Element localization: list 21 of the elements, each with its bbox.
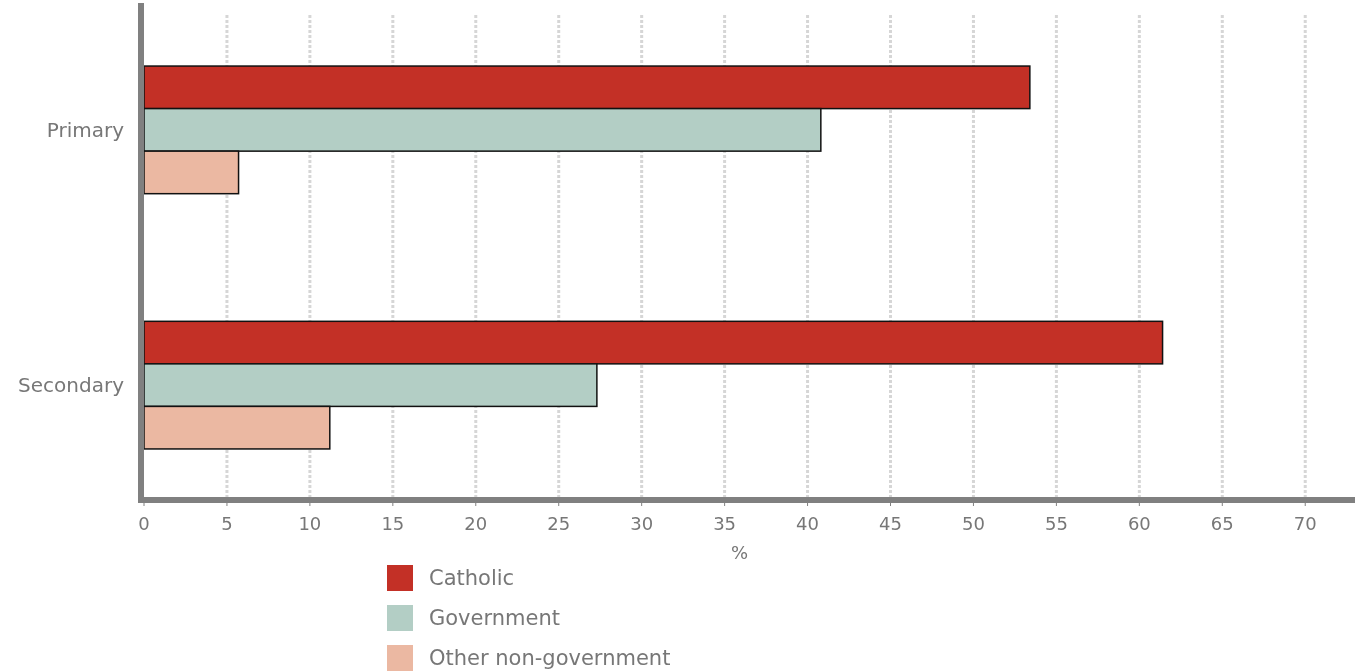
legend-label: Catholic [429,566,515,591]
x-tick-label: 60 [1127,513,1151,534]
x-tick-label: 35 [713,513,737,534]
x-tick-label: 55 [1044,513,1068,534]
y-tick-label: Secondary [18,373,125,398]
x-tick-label: 0 [138,513,150,534]
x-tick-label: 15 [381,513,405,534]
x-tick-label: 30 [630,513,654,534]
x-tick-label: 40 [796,513,820,534]
x-tick-label: 65 [1210,513,1234,534]
x-tick-label: 25 [547,513,571,534]
legend-label: Other non-government [429,646,671,671]
x-tick-label: 20 [464,513,488,534]
x-tick-label: 50 [962,513,985,534]
x-axis-title: % [730,542,749,563]
legend-label: Government [429,606,560,631]
x-tick-label: 70 [1293,513,1317,534]
x-tick-label: 5 [221,513,233,534]
y-tick-label: Primary [46,117,125,142]
x-tick-label: 45 [879,513,902,534]
x-tick-label: 10 [298,513,322,534]
